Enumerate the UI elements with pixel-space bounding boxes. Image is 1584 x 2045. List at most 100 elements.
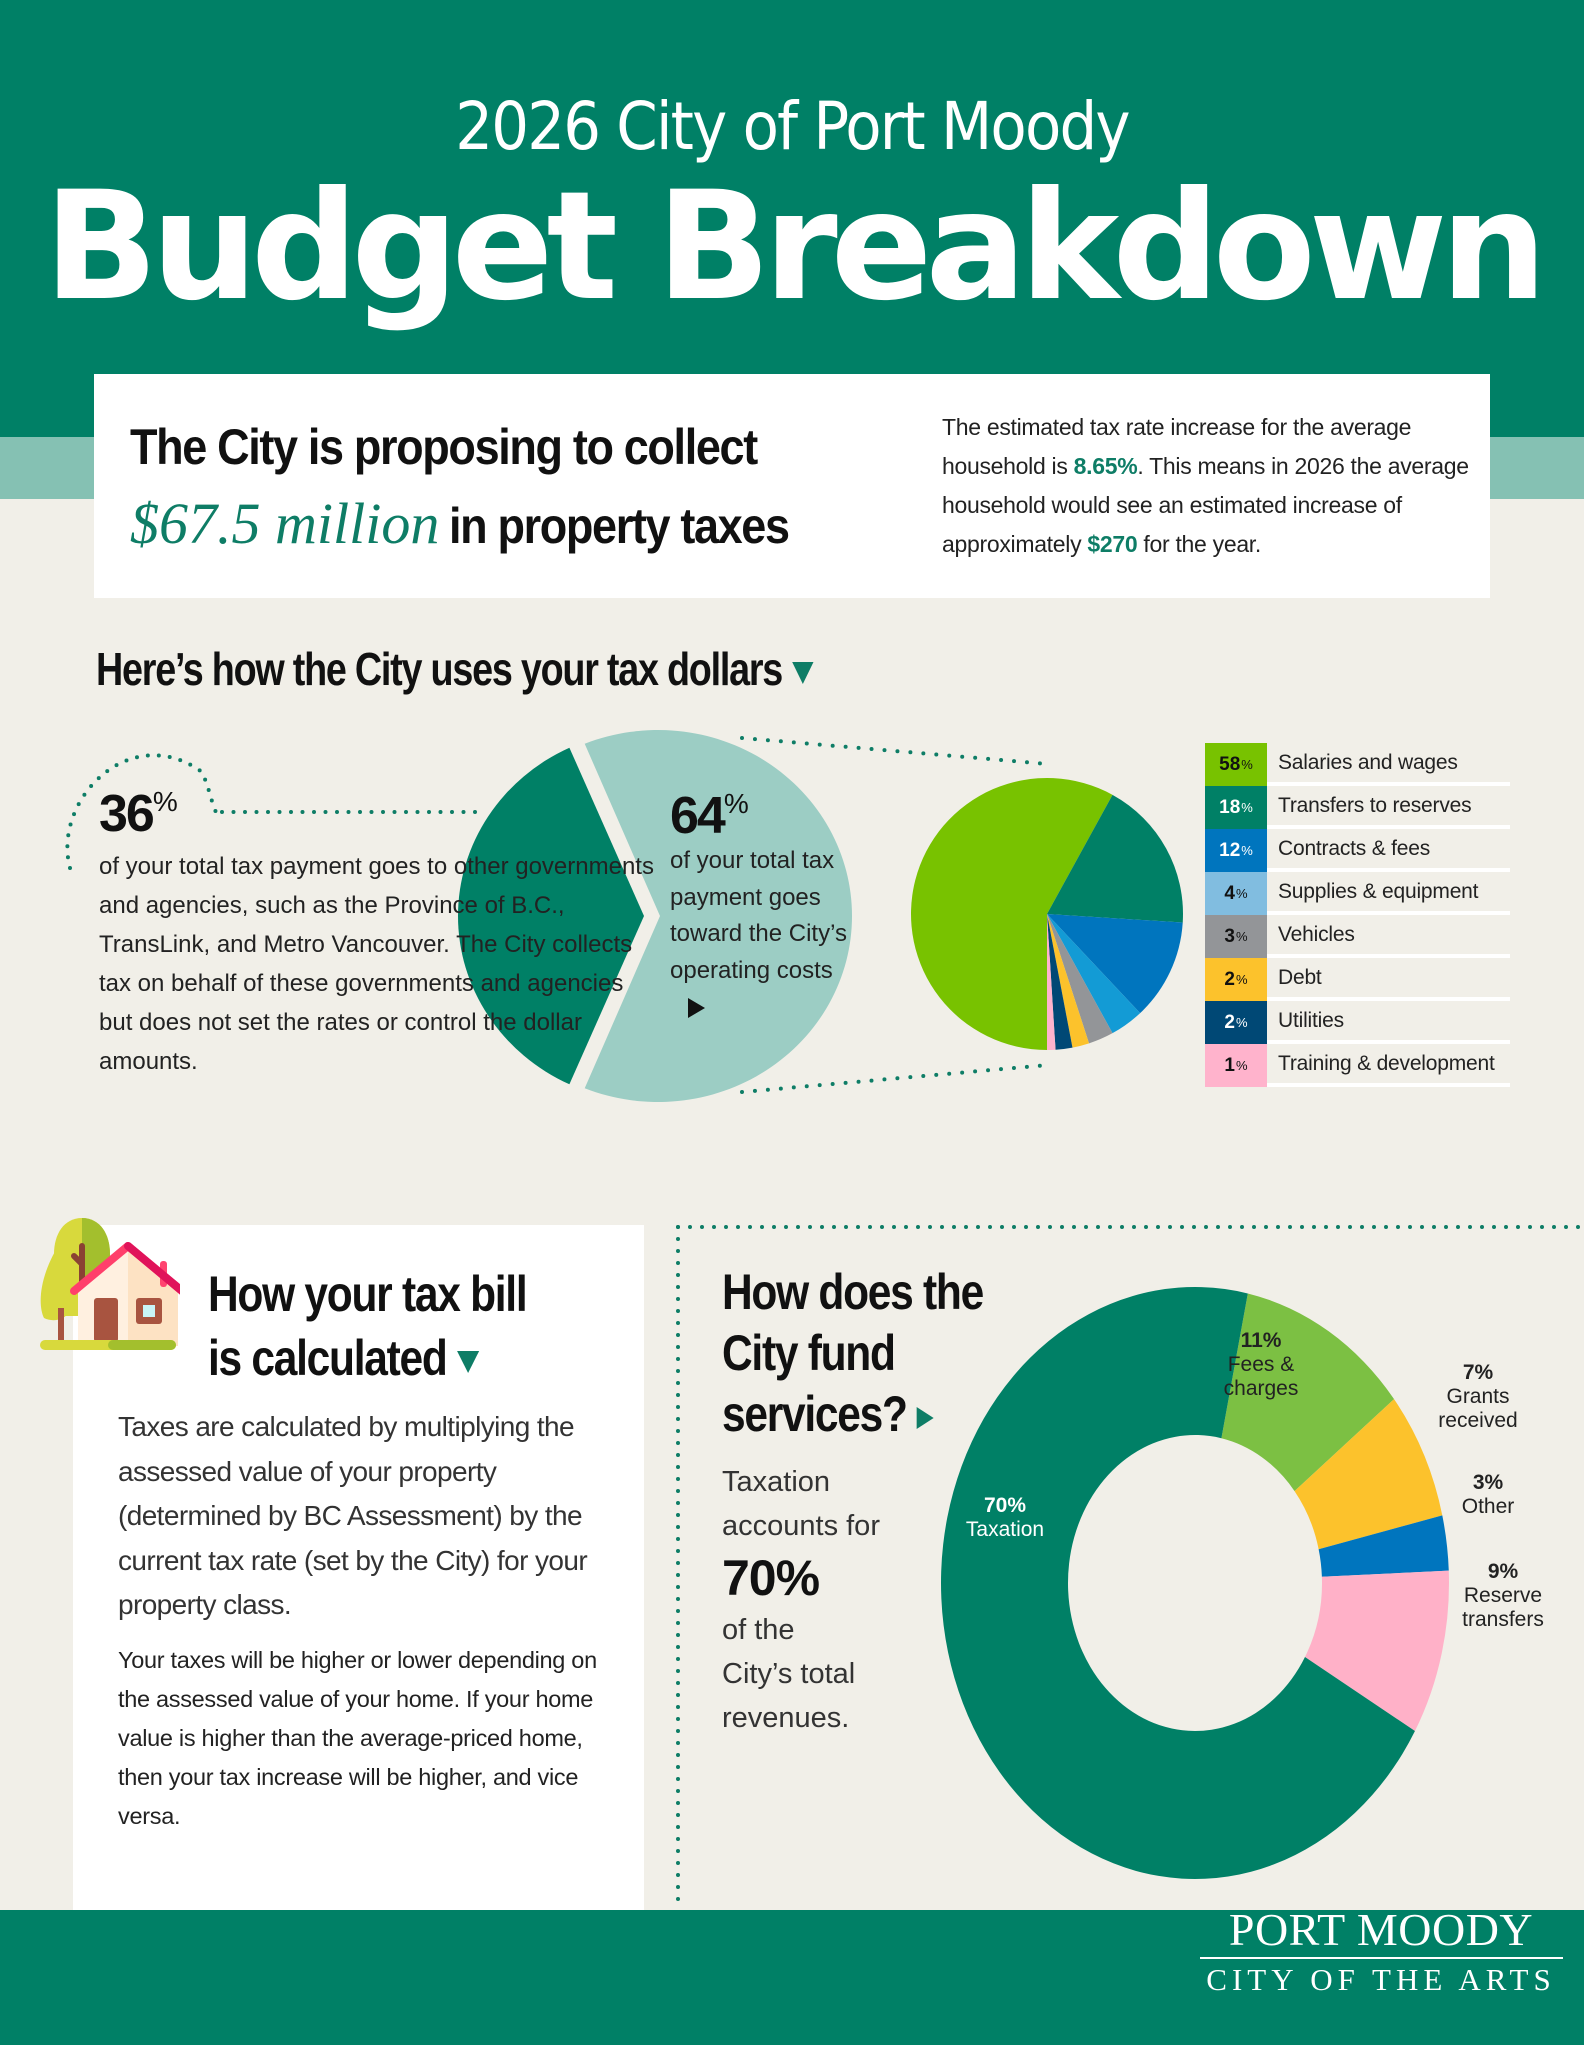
heading-line-text: services?: [722, 1386, 908, 1442]
donut-label-value: 70%: [983, 1494, 1027, 1517]
legend-swatch: 12%: [1205, 829, 1267, 872]
legend-value: 1: [1224, 1054, 1235, 1076]
percent-sign: %: [723, 788, 749, 819]
heading-line: City fund: [722, 1325, 896, 1381]
donut-slice-fees-charges: [1221, 1293, 1395, 1492]
percent-sign: %: [1236, 972, 1248, 987]
other-gov-percent: 36%: [99, 784, 178, 844]
percent-sign: %: [152, 786, 178, 817]
logo-divider: [1200, 1957, 1563, 1959]
donut-label: 11% Fees & charges: [1196, 1329, 1326, 1401]
legend-label: Salaries and wages: [1278, 750, 1458, 774]
pie-slice-utilities: [1047, 914, 1073, 1050]
intro-note-text: . This means in 2026 the average househo…: [942, 453, 1469, 557]
heading-line: services?: [722, 1384, 983, 1445]
summary-line: City’s total: [722, 1658, 856, 1690]
pie-slice-supplies-equipment: [1047, 914, 1141, 1034]
triangle-right-icon: [688, 997, 705, 1018]
intro-headline-line2: $67.5 million in property taxes: [130, 490, 827, 557]
intro-note-text: The estimated tax rate increase for the …: [942, 414, 1412, 479]
donut-label: 9% Reserve transfers: [1438, 1560, 1568, 1632]
header-banner: [0, 0, 1584, 437]
footer-banner: [0, 1910, 1584, 2045]
legend-value: 2: [1224, 968, 1235, 990]
intro-card: [94, 374, 1490, 598]
legend-item: 3% Vehicles: [1205, 915, 1510, 958]
legend-swatch: 3%: [1205, 915, 1267, 958]
page-subtitle: 2026 City of Port Moody: [455, 88, 1130, 165]
tax-split-pie: [457, 729, 852, 1102]
donut-slice-reserve-transfers: [1304, 1570, 1449, 1731]
intro-note-text: for the year.: [1137, 531, 1261, 557]
section-heading-uses: Here’s how the City uses your tax dollar…: [96, 642, 814, 696]
uses-graphics: [65, 729, 1183, 1102]
section-heading-tax-bill: How your tax bill is calculated: [208, 1262, 528, 1390]
donut-slice-other: [1318, 1515, 1449, 1577]
donut-label-text: Reserve: [1463, 1584, 1543, 1607]
legend-label: Utilities: [1278, 1008, 1344, 1032]
legend-value: 2: [1224, 1011, 1235, 1033]
legend-label: Supplies & equipment: [1278, 879, 1479, 903]
donut-slice-taxation: [941, 1287, 1415, 1879]
legend-label: Contracts & fees: [1278, 836, 1431, 860]
donut-label-value: 7%: [1462, 1361, 1494, 1384]
city-ops-percent-value: 64: [670, 787, 726, 845]
pie-slice-salaries-and-wages: [911, 778, 1113, 1050]
household-increase: $270: [1087, 531, 1138, 557]
legend-swatch: 2%: [1205, 1001, 1267, 1044]
legend-swatch: 1%: [1205, 1044, 1267, 1087]
tax-rate-increase: 8.65%: [1073, 453, 1138, 479]
house-icon: [40, 1218, 180, 1350]
city-ops-percent: 64%: [670, 786, 749, 846]
legend-label: Vehicles: [1278, 922, 1355, 946]
legend-value: 58: [1219, 753, 1241, 775]
heading-line: is calculated: [208, 1326, 526, 1390]
pie-slice-other-governments: [457, 747, 644, 1085]
dotted-connector-bottom: [740, 1063, 1050, 1094]
dotted-connector-arc: [65, 753, 218, 870]
percent-sign: %: [1236, 929, 1248, 944]
legend-swatch: 18%: [1205, 786, 1267, 829]
legend-item: 1% Training & development: [1205, 1044, 1510, 1087]
city-ops-description: of your total tax payment goes toward th…: [670, 843, 850, 1026]
percent-sign: %: [1236, 886, 1248, 901]
tax-amount: $67.5 million: [130, 491, 440, 556]
funding-summary: Taxation accounts for 70% of the City’s …: [722, 1460, 880, 1740]
logo-tagline: CITY OF THE ARTS: [1206, 1962, 1556, 1997]
pie-slice-transfers-to-reserves: [1047, 794, 1183, 923]
city-ops-description-text: of your total tax payment goes toward th…: [670, 847, 847, 984]
intro-note: The estimated tax rate increase for the …: [942, 408, 1482, 564]
donut-label-text: charges: [1223, 1377, 1299, 1400]
triangle-down-icon: [791, 661, 814, 684]
legend-item: 18% Transfers to reserves: [1205, 786, 1510, 829]
pie-slice-contracts-fees: [1047, 914, 1183, 1014]
summary-line: Taxation: [722, 1466, 831, 1498]
heading-line: How does the: [722, 1264, 984, 1320]
donut-label-value: 3%: [1472, 1471, 1504, 1494]
donut-label-text: Fees &: [1227, 1353, 1295, 1376]
page-title: Budget Breakdown: [43, 160, 1547, 334]
percent-sign: %: [1241, 757, 1253, 772]
legend-value: 4: [1224, 882, 1235, 904]
other-gov-percent-value: 36: [99, 785, 155, 843]
donut-label-value: 9%: [1487, 1560, 1519, 1583]
donut-label-value: 11%: [1240, 1329, 1282, 1352]
operating-costs-pie: [911, 778, 1183, 1050]
donut-label-text: Taxation: [965, 1518, 1045, 1541]
pie-slice-debt: [1047, 914, 1090, 1048]
legend-item: 12% Contracts & fees: [1205, 829, 1510, 872]
operating-costs-legend: 58% Salaries and wages 18% Transfers to res…: [1205, 743, 1510, 1087]
heading-line-text: is calculated: [208, 1330, 448, 1386]
taxation-share: 70%: [722, 1550, 820, 1606]
summary-line: of the: [722, 1614, 795, 1646]
legend-value: 18: [1219, 796, 1241, 818]
logo-port-moody: PORT MOODY: [1228, 1904, 1534, 1955]
legend-swatch: 2%: [1205, 958, 1267, 1001]
percent-sign: %: [1241, 843, 1253, 858]
summary-line: accounts for: [722, 1510, 880, 1542]
pie-slice-city-operating: [584, 729, 852, 1102]
donut-slice-grants-received: [1294, 1399, 1443, 1550]
donut-label-text: Other: [1461, 1495, 1515, 1518]
funding-graphics: [676, 1225, 1584, 1910]
legend-item: 2% Utilities: [1205, 1001, 1510, 1044]
